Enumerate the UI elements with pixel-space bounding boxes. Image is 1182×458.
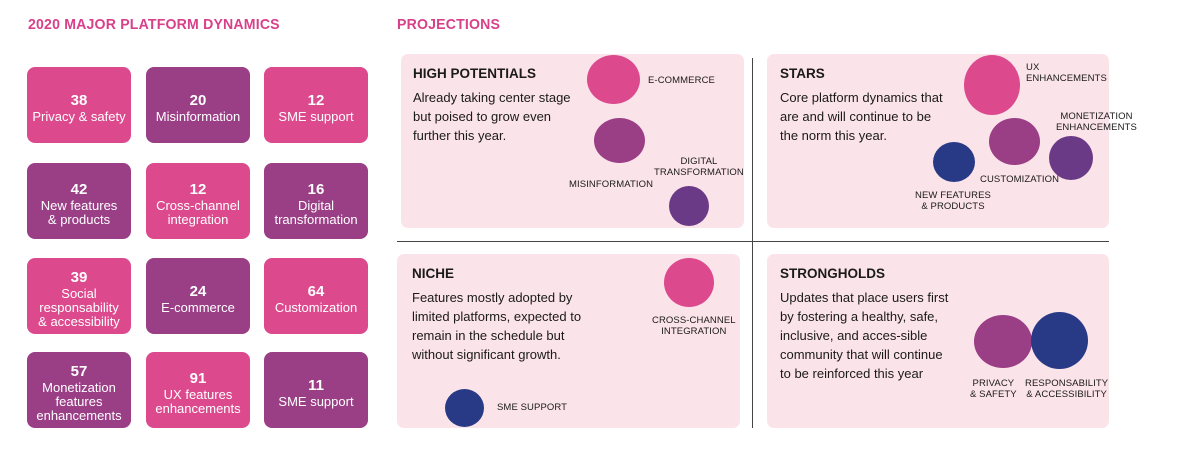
horizontal-axis (397, 241, 1109, 242)
tile-label: Social responsability & accessibility (38, 285, 120, 329)
label-privacy-safety: PRIVACY & SAFETY (970, 378, 1017, 400)
bubble-misinformation (594, 118, 645, 163)
niche-title: NICHE (412, 266, 455, 281)
label-sme-support: SME SUPPORT (497, 402, 568, 413)
tile-label: E-commerce (161, 299, 235, 315)
tile-label: UX features enhancements (155, 386, 241, 416)
bubble-new-features (933, 142, 975, 182)
label-digital-transformation: DIGITAL TRANSFORMATION (654, 156, 744, 178)
bubble-cross-channel (664, 258, 714, 307)
label-new-features: NEW FEATURES & PRODUCTS (915, 190, 991, 212)
label-monetization-enhancements: MONETIZATION ENHANCEMENTS (1056, 111, 1137, 133)
tile-value: 64 (307, 282, 325, 300)
stars-description: Core platform dynamics that are and will… (780, 90, 943, 143)
bubble-customization (989, 118, 1040, 165)
tile-sme-support-2: 11 SME support (264, 352, 368, 428)
tile-value: 42 (70, 180, 88, 198)
tile-value: 39 (70, 268, 88, 286)
high-potentials-title: HIGH POTENTIALS (413, 66, 537, 81)
tile-label: Misinformation (155, 108, 241, 124)
stars-title: STARS (780, 66, 825, 81)
tile-label: Customization (274, 299, 358, 315)
tile-new-features: 42 New features & products (27, 163, 131, 239)
high-potentials-description: Already taking center stage but poised t… (413, 90, 571, 143)
tile-label: SME support (278, 393, 354, 409)
quadrant-stars (767, 54, 1109, 228)
label-responsability-accessibility: RESPONSABILITY & ACCESSIBILITY (1025, 378, 1109, 400)
label-customization: CUSTOMIZATION (980, 174, 1060, 185)
tile-monetization: 57 Monetization features enhancements (27, 352, 131, 428)
tile-privacy-safety: 38 Privacy & safety (27, 67, 131, 143)
tile-label: Monetization features enhancements (36, 379, 122, 423)
tile-label: SME support (278, 108, 354, 124)
tile-e-commerce: 24 E-commerce (146, 258, 250, 334)
strongholds-title: STRONGHOLDS (780, 266, 886, 281)
tile-label: Privacy & safety (32, 108, 126, 124)
dynamics-title: 2020 MAJOR PLATFORM DYNAMICS (28, 16, 280, 33)
tile-value: 57 (70, 362, 88, 380)
tile-social-responsability: 39 Social responsability & accessibility (27, 258, 131, 334)
tile-value: 38 (70, 91, 88, 109)
tile-digital-transformation: 16 Digital transformation (264, 163, 368, 239)
projections-title: PROJECTIONS (397, 16, 501, 33)
tile-label: Digital transformation (274, 197, 358, 227)
bubble-ux-enhancements (964, 55, 1020, 115)
bubble-monetization-enhancements (1049, 136, 1093, 180)
bubble-e-commerce (587, 55, 640, 104)
tile-value: 12 (189, 180, 207, 198)
niche-description: Features mostly adopted by limited platf… (412, 290, 582, 362)
tile-ux-features: 91 UX features enhancements (146, 352, 250, 428)
tile-label: Cross-channel integration (156, 197, 240, 227)
tile-sme-support: 12 SME support (264, 67, 368, 143)
label-e-commerce: E-COMMERCE (648, 75, 715, 86)
label-ux-enhancements: UX ENHANCEMENTS (1026, 62, 1107, 84)
tile-value: 11 (308, 376, 324, 394)
tile-customization: 64 Customization (264, 258, 368, 334)
tile-value: 12 (307, 91, 325, 109)
bubble-digital-transformation (669, 186, 709, 226)
bubble-responsability-accessibility (1031, 312, 1088, 369)
bubble-privacy-safety (974, 315, 1032, 368)
tile-value: 16 (307, 180, 325, 198)
vertical-axis (752, 58, 753, 428)
tile-cross-channel: 12 Cross-channel integration (146, 163, 250, 239)
tile-value: 24 (189, 282, 207, 300)
tile-value: 20 (189, 91, 207, 109)
label-misinformation: MISINFORMATION (569, 179, 654, 190)
tile-value: 91 (189, 369, 207, 387)
tile-label: New features & products (40, 197, 118, 227)
strongholds-description: Updates that place users first by foster… (780, 290, 949, 381)
label-cross-channel: CROSS-CHANNEL INTEGRATION (652, 315, 736, 337)
bubble-sme-support (445, 389, 484, 427)
tile-misinformation: 20 Misinformation (146, 67, 250, 143)
